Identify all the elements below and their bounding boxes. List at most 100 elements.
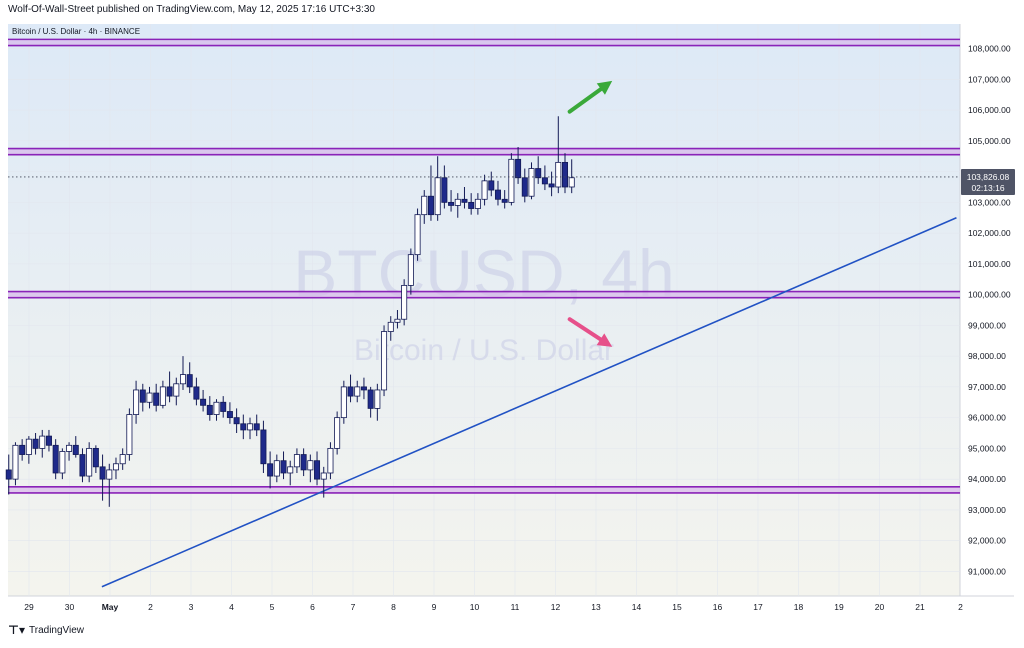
candle[interactable] — [354, 380, 361, 403]
candle[interactable] — [267, 451, 274, 489]
candle[interactable] — [173, 377, 180, 406]
candle[interactable] — [99, 454, 106, 501]
candle[interactable] — [119, 448, 126, 470]
candle[interactable] — [515, 147, 522, 184]
candle[interactable] — [153, 383, 160, 412]
candle[interactable] — [19, 439, 26, 461]
candle[interactable] — [300, 448, 307, 477]
candle[interactable] — [347, 374, 354, 403]
zone-resistance-108k[interactable] — [8, 38, 960, 47]
candle[interactable] — [374, 383, 381, 421]
candle[interactable] — [481, 174, 488, 206]
tradingview-footer[interactable]: ⊤▾ TradingView — [8, 623, 84, 637]
candle[interactable] — [25, 436, 32, 464]
candle[interactable] — [45, 429, 52, 452]
candle[interactable] — [535, 156, 542, 184]
candle[interactable] — [287, 460, 294, 486]
candle[interactable] — [260, 420, 267, 473]
candle[interactable] — [307, 454, 314, 483]
candle[interactable] — [253, 414, 260, 437]
candle[interactable] — [220, 396, 227, 418]
candle[interactable] — [568, 159, 575, 194]
candle[interactable] — [494, 180, 501, 206]
candle[interactable] — [293, 448, 300, 473]
candle[interactable] — [146, 386, 153, 409]
candle[interactable] — [340, 380, 347, 424]
candle[interactable] — [421, 190, 428, 224]
candle[interactable] — [468, 193, 475, 215]
candle[interactable] — [72, 436, 79, 458]
candle[interactable] — [213, 399, 220, 421]
zone-support-93.7k[interactable] — [8, 486, 960, 494]
candle[interactable] — [394, 310, 401, 329]
candle[interactable] — [508, 153, 515, 206]
candle[interactable] — [280, 451, 287, 480]
candle[interactable] — [133, 380, 140, 424]
candle[interactable] — [159, 380, 166, 409]
candle[interactable] — [461, 186, 468, 209]
candle[interactable] — [501, 190, 508, 209]
candle[interactable] — [441, 165, 448, 209]
candle[interactable] — [528, 162, 535, 200]
zone-support-100k[interactable] — [8, 290, 960, 299]
candle[interactable] — [79, 448, 86, 483]
candle[interactable] — [381, 325, 388, 397]
candle[interactable] — [206, 396, 213, 421]
candle[interactable] — [240, 414, 247, 440]
candle[interactable] — [320, 466, 327, 498]
time-axis[interactable]: 29 30 May 2 3 4 5 6 7 8 9 10 11 12 13 14 15 16 17 18 19 20 21 2 — [24, 602, 963, 612]
candle[interactable] — [561, 153, 568, 194]
trendline[interactable] — [101, 217, 957, 588]
candle[interactable] — [454, 193, 461, 218]
candle[interactable] — [367, 386, 374, 418]
arrow-up[interactable] — [567, 80, 613, 114]
candlestick-series[interactable] — [5, 116, 575, 507]
candle[interactable] — [193, 377, 200, 406]
candle[interactable] — [273, 454, 280, 483]
candle[interactable] — [139, 383, 146, 412]
arrow-down[interactable] — [567, 317, 613, 347]
zone-resistance-104.7k[interactable] — [8, 147, 960, 156]
candle[interactable] — [401, 279, 408, 326]
candle[interactable] — [92, 445, 99, 473]
candle[interactable] — [186, 362, 193, 394]
candle[interactable] — [32, 433, 39, 455]
candle[interactable] — [166, 371, 173, 403]
candle[interactable] — [314, 451, 321, 486]
candle[interactable] — [52, 439, 59, 480]
candle[interactable] — [86, 442, 93, 483]
candle[interactable] — [179, 356, 186, 390]
candle[interactable] — [247, 417, 254, 440]
candle[interactable] — [39, 429, 46, 458]
candle[interactable] — [66, 442, 73, 461]
trendline-layer[interactable] — [101, 217, 957, 588]
candle[interactable] — [112, 457, 119, 480]
candle[interactable] — [200, 389, 207, 412]
candle[interactable] — [434, 156, 441, 221]
candle[interactable] — [59, 448, 66, 480]
candle[interactable] — [414, 208, 421, 261]
candle[interactable] — [233, 408, 240, 434]
candle[interactable] — [474, 193, 481, 215]
candle[interactable] — [488, 171, 495, 197]
candle[interactable] — [226, 402, 233, 424]
candle[interactable] — [448, 190, 455, 212]
price-axis[interactable]: 91,000.00 92,000.00 93,000.00 94,000.00 95,0… — [968, 44, 1011, 577]
candle[interactable] — [12, 442, 19, 486]
candle[interactable] — [541, 165, 548, 191]
candle[interactable] — [126, 408, 133, 461]
candle[interactable] — [5, 454, 12, 495]
candle[interactable] — [327, 442, 334, 480]
horizontal-zones[interactable] — [8, 38, 960, 494]
arrow-annotations[interactable] — [567, 80, 613, 347]
candle[interactable] — [555, 116, 562, 194]
candle[interactable] — [521, 168, 528, 203]
candle[interactable] — [334, 411, 341, 455]
candle[interactable] — [548, 171, 555, 197]
candle[interactable] — [360, 377, 367, 400]
candle[interactable] — [106, 463, 113, 507]
candle[interactable] — [427, 165, 434, 221]
candle[interactable] — [387, 316, 394, 341]
